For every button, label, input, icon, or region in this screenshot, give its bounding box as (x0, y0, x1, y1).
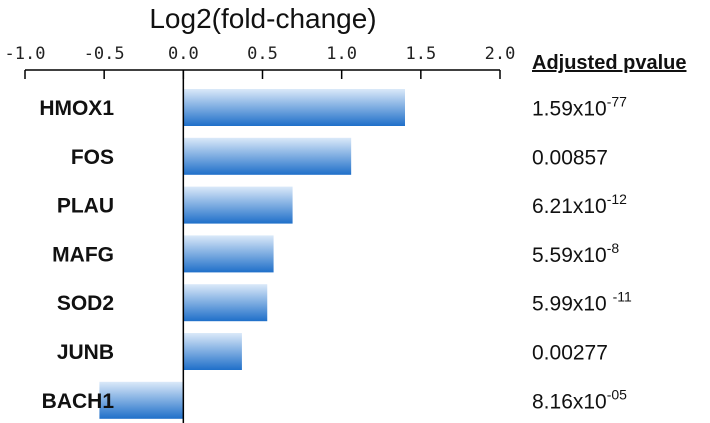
pvalue-plau: 6.21x10-12 (532, 191, 627, 218)
gene-label-fos: FOS (71, 146, 114, 169)
pvalue-bach1: 8.16x10-05 (532, 386, 627, 413)
bars (99, 89, 405, 419)
bar-junb (183, 333, 242, 370)
x-axis: -1.0 -0.5 0.0 0.5 1.0 1.5 2.0 (5, 44, 516, 79)
x-tick-label: 2.0 (485, 44, 516, 64)
pvalue-junb: 0.00277 (532, 342, 608, 365)
gene-label-hmox1: HMOX1 (39, 97, 114, 120)
pvalue-labels: 1.59x10-77 0.00857 6.21x10-12 5.59x10-8 5.99… (532, 94, 632, 414)
gene-label-plau: PLAU (57, 195, 114, 218)
pvalue-header: Adjusted pvalue (532, 52, 686, 74)
x-tick-label: -1.0 (5, 44, 46, 64)
x-tick-label: 1.0 (326, 44, 357, 64)
bar-bach1 (99, 381, 184, 419)
x-tick-label: -0.5 (84, 44, 125, 64)
gene-label-sod2: SOD2 (57, 292, 114, 315)
x-tick-label: 0.5 (247, 44, 278, 64)
x-tick-label: 0.0 (168, 44, 199, 64)
axis-title: Log2(fold-change) (149, 3, 376, 34)
bar-sod2 (183, 284, 268, 322)
bar-plau (183, 186, 293, 224)
pvalue-mafg: 5.59x10-8 (532, 240, 619, 267)
pvalue-sod2: 5.99x10 -11 (532, 289, 632, 316)
bar-hmox1 (183, 89, 405, 126)
bar-fos (183, 137, 352, 175)
gene-label-bach1: BACH1 (42, 390, 115, 413)
gene-label-junb: JUNB (57, 341, 114, 364)
pvalue-fos: 0.00857 (532, 146, 608, 169)
bar-mafg (183, 235, 274, 273)
gene-labels: HMOX1 FOS PLAU MAFG SOD2 JUNB BACH1 (39, 97, 114, 413)
gene-label-mafg: MAFG (52, 243, 114, 266)
x-tick-label: 1.5 (405, 44, 436, 64)
pvalue-hmox1: 1.59x10-77 (532, 94, 627, 121)
